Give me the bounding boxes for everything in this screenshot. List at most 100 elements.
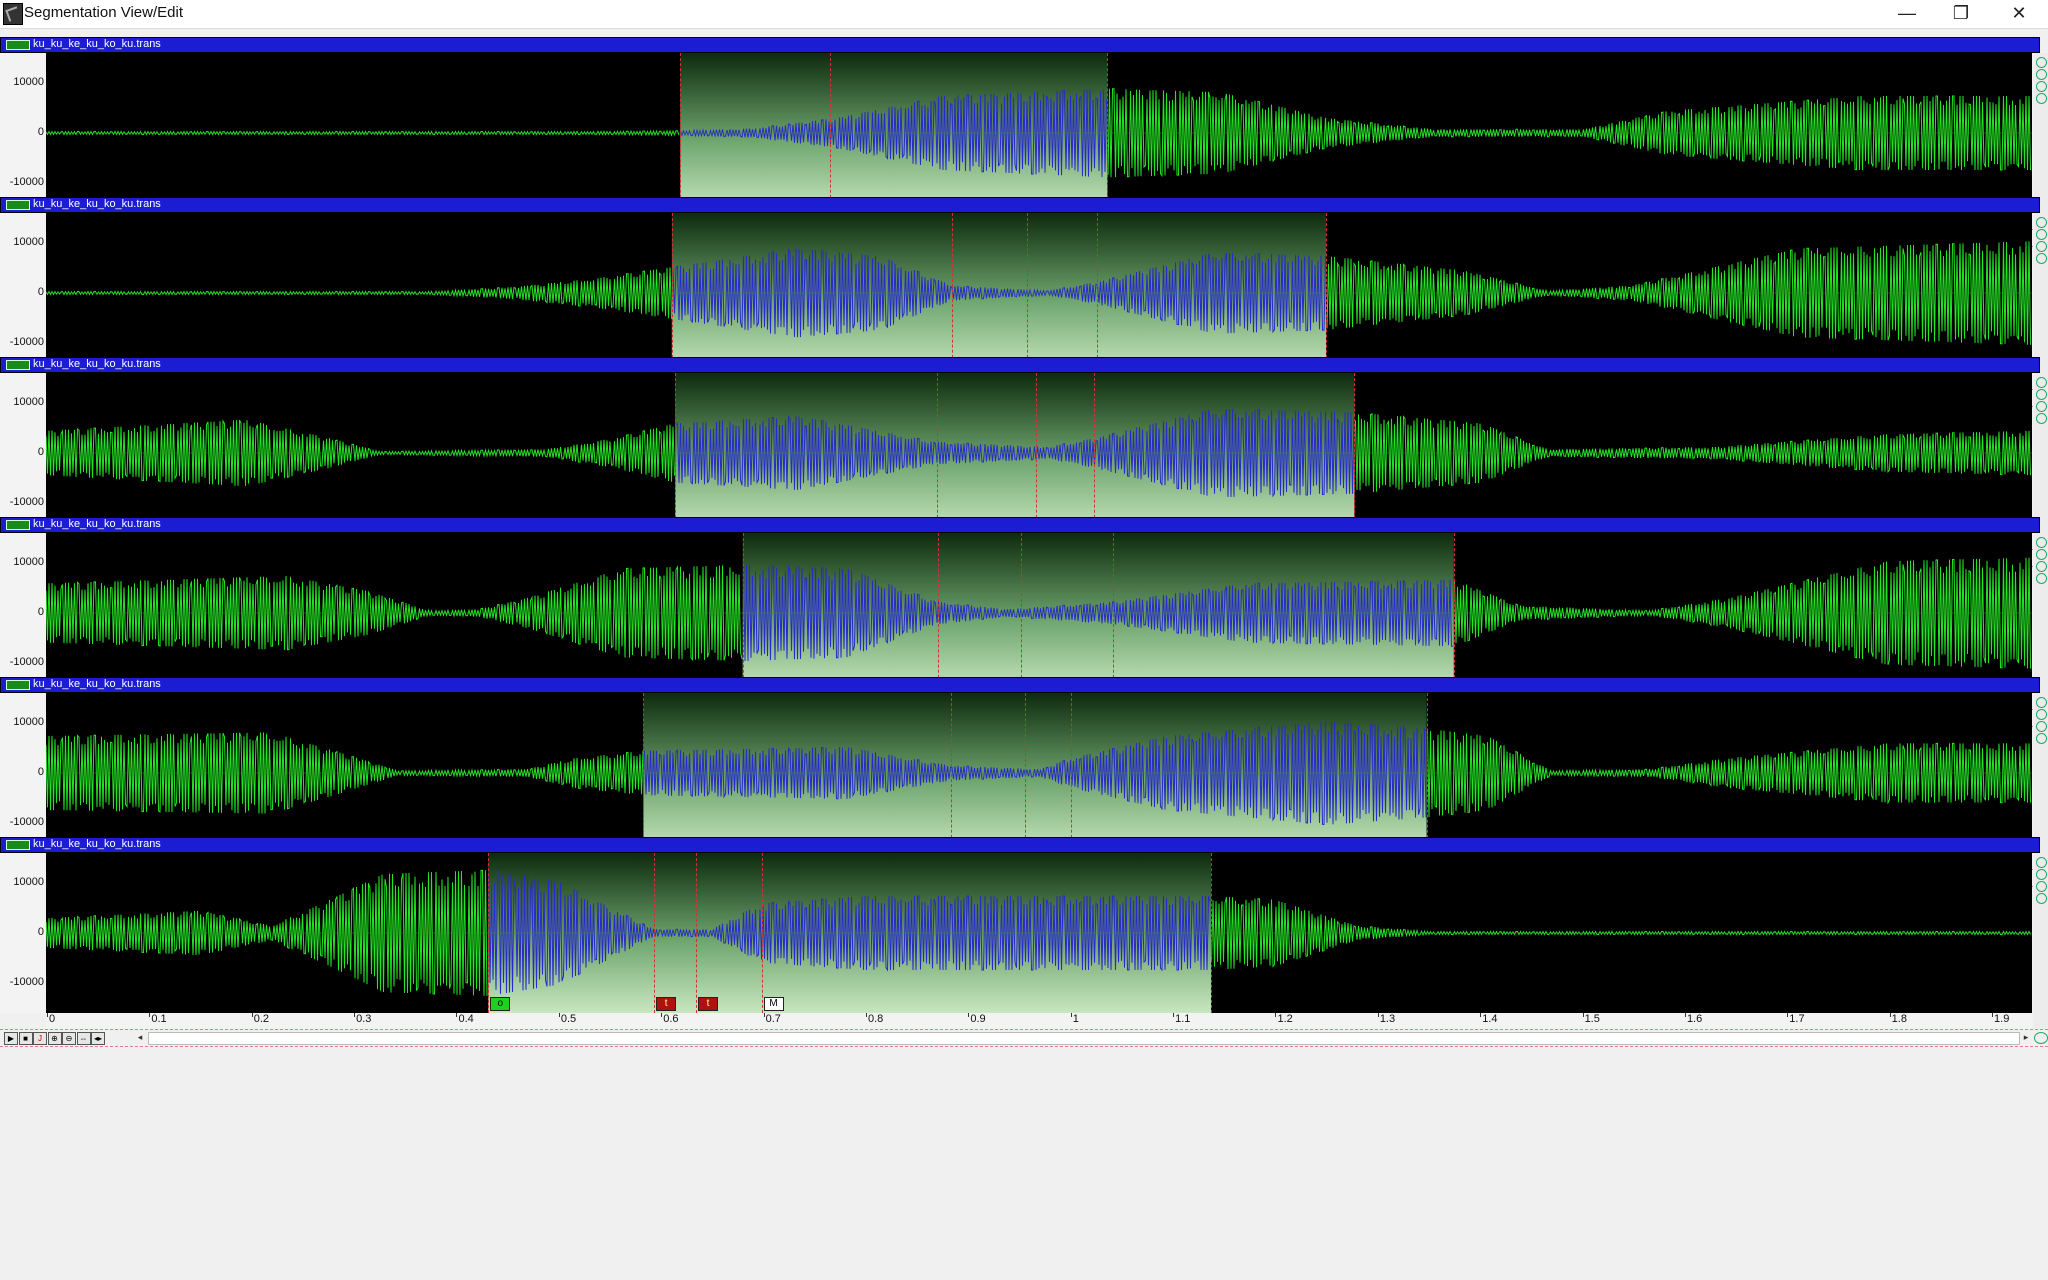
segment-boundary[interactable] bbox=[1071, 693, 1073, 853]
segment-boundary[interactable] bbox=[680, 53, 682, 213]
segment-boundary[interactable] bbox=[829, 53, 831, 213]
zoom-out-icon[interactable]: ⊖ bbox=[62, 1032, 76, 1045]
segment-boundary[interactable] bbox=[671, 213, 673, 373]
close-button[interactable]: ✕ bbox=[2011, 3, 2027, 23]
zoom-icon[interactable] bbox=[2036, 377, 2047, 388]
waveform-icon bbox=[6, 840, 30, 850]
scroll-left-arrow[interactable]: ◂ bbox=[137, 1032, 143, 1042]
zoom-icon[interactable] bbox=[2036, 241, 2047, 252]
waveform-trace bbox=[1454, 557, 2031, 669]
restore-button[interactable]: ❐ bbox=[1952, 3, 1970, 23]
y-tick-label: -10000 bbox=[9, 496, 44, 508]
zoom-icon[interactable] bbox=[2036, 69, 2047, 80]
vertical-zoom-strip[interactable] bbox=[2034, 53, 2048, 228]
vertical-zoom-strip[interactable] bbox=[2034, 373, 2048, 548]
selected-waveform-trace bbox=[743, 564, 1453, 662]
vertical-zoom-strip[interactable] bbox=[2034, 693, 2048, 868]
zoom-in-icon[interactable]: ⊕ bbox=[47, 1032, 62, 1045]
vertical-zoom-strip[interactable] bbox=[2034, 213, 2048, 388]
segment-boundary[interactable] bbox=[1210, 853, 1212, 1013]
fit-icon[interactable]: ⇔ bbox=[76, 1032, 91, 1045]
segment-boundary[interactable] bbox=[1326, 213, 1328, 373]
y-tick-label: 10000 bbox=[13, 76, 44, 88]
segment-boundary[interactable] bbox=[937, 373, 939, 533]
zoom-icon[interactable] bbox=[2036, 709, 2047, 720]
segment-boundary[interactable] bbox=[952, 213, 954, 373]
segment-boundary[interactable] bbox=[1354, 373, 1356, 533]
segment-boundary[interactable] bbox=[1097, 213, 1099, 373]
zoom-icon[interactable] bbox=[2036, 881, 2047, 892]
waveform-icon bbox=[6, 360, 30, 370]
segment-label[interactable]: M bbox=[763, 997, 784, 1011]
waveform-canvas[interactable]: tM bbox=[46, 53, 2032, 213]
x-tick-label: 1.6 bbox=[1684, 1013, 1703, 1025]
segment-boundary[interactable] bbox=[1112, 533, 1114, 693]
segment-boundary[interactable] bbox=[643, 693, 645, 853]
waveform-plot[interactable] bbox=[46, 373, 2032, 533]
zoom-icon[interactable] bbox=[2036, 229, 2047, 240]
eye-icon[interactable] bbox=[2034, 1032, 2048, 1044]
waveform-plot[interactable] bbox=[46, 533, 2032, 693]
segment-label[interactable]: t bbox=[656, 997, 677, 1011]
horizontal-scrollbar[interactable] bbox=[148, 1032, 2020, 1045]
zoom-icon[interactable] bbox=[2036, 81, 2047, 92]
waveform-trace bbox=[1427, 728, 2031, 818]
zoom-icon[interactable] bbox=[2036, 573, 2047, 584]
zoom-icon[interactable] bbox=[2036, 537, 2047, 548]
segment-boundary[interactable] bbox=[1021, 533, 1023, 693]
y-tick-label: 0 bbox=[37, 286, 44, 298]
segment-boundary[interactable] bbox=[654, 853, 656, 1013]
segment-label[interactable]: o bbox=[490, 997, 511, 1011]
segment-boundary[interactable] bbox=[1024, 693, 1026, 853]
segment-boundary[interactable] bbox=[1094, 373, 1096, 533]
segment-boundary[interactable] bbox=[1426, 693, 1428, 853]
segment-boundary[interactable] bbox=[1453, 533, 1455, 693]
y-tick-label: -10000 bbox=[9, 976, 44, 988]
waveform-plot[interactable] bbox=[46, 853, 2032, 1013]
segment-boundary[interactable] bbox=[488, 853, 490, 1013]
zoom-icon[interactable] bbox=[2036, 549, 2047, 560]
waveform-plot[interactable] bbox=[46, 53, 2032, 213]
zoom-icon[interactable] bbox=[2036, 413, 2047, 424]
zoom-icon[interactable] bbox=[2036, 697, 2047, 708]
segment-boundary[interactable] bbox=[1035, 373, 1037, 533]
zoom-icon[interactable] bbox=[2036, 217, 2047, 228]
zoom-icon[interactable] bbox=[2036, 389, 2047, 400]
segment-boundary[interactable] bbox=[938, 533, 940, 693]
zoom-icon[interactable] bbox=[2036, 721, 2047, 732]
scroll-icon[interactable]: ◂▸ bbox=[91, 1032, 105, 1045]
segment-boundary[interactable] bbox=[950, 693, 952, 853]
waveform-canvas[interactable]: MttM bbox=[46, 213, 2032, 373]
y-tick-label: 0 bbox=[37, 926, 44, 938]
segment-boundary[interactable] bbox=[675, 373, 677, 533]
waveform-trace bbox=[1355, 412, 2031, 493]
stop-icon[interactable]: ■ bbox=[18, 1032, 33, 1045]
segment-boundary[interactable] bbox=[1107, 53, 1109, 213]
waveform-plot[interactable] bbox=[46, 213, 2032, 373]
zoom-icon[interactable] bbox=[2036, 401, 2047, 412]
zoom-icon[interactable] bbox=[2036, 733, 2047, 744]
zoom-icon[interactable] bbox=[2036, 561, 2047, 572]
record-icon[interactable]: J bbox=[33, 1032, 47, 1045]
zoom-icon[interactable] bbox=[2036, 857, 2047, 868]
zoom-icon[interactable] bbox=[2036, 253, 2047, 264]
zoom-icon[interactable] bbox=[2036, 57, 2047, 68]
waveform-plot[interactable] bbox=[46, 693, 2032, 853]
vertical-zoom-strip[interactable] bbox=[2034, 853, 2048, 1028]
segment-boundary[interactable] bbox=[696, 853, 698, 1013]
segment-label[interactable]: t bbox=[698, 997, 719, 1011]
segment-boundary[interactable] bbox=[1027, 213, 1029, 373]
play-icon[interactable]: ▶ bbox=[4, 1032, 18, 1045]
zoom-icon[interactable] bbox=[2036, 893, 2047, 904]
scroll-right-arrow[interactable]: ▸ bbox=[2023, 1032, 2029, 1042]
zoom-icon[interactable] bbox=[2036, 93, 2047, 104]
waveform-canvas[interactable]: Mtto bbox=[46, 693, 2032, 853]
waveform-canvas[interactable]: Mtto bbox=[46, 373, 2032, 533]
zoom-icon[interactable] bbox=[2036, 869, 2047, 880]
minimize-button[interactable]: — bbox=[1898, 3, 1916, 23]
vertical-zoom-strip[interactable] bbox=[2034, 533, 2048, 708]
segment-boundary[interactable] bbox=[742, 533, 744, 693]
segment-boundary[interactable] bbox=[761, 853, 763, 1013]
